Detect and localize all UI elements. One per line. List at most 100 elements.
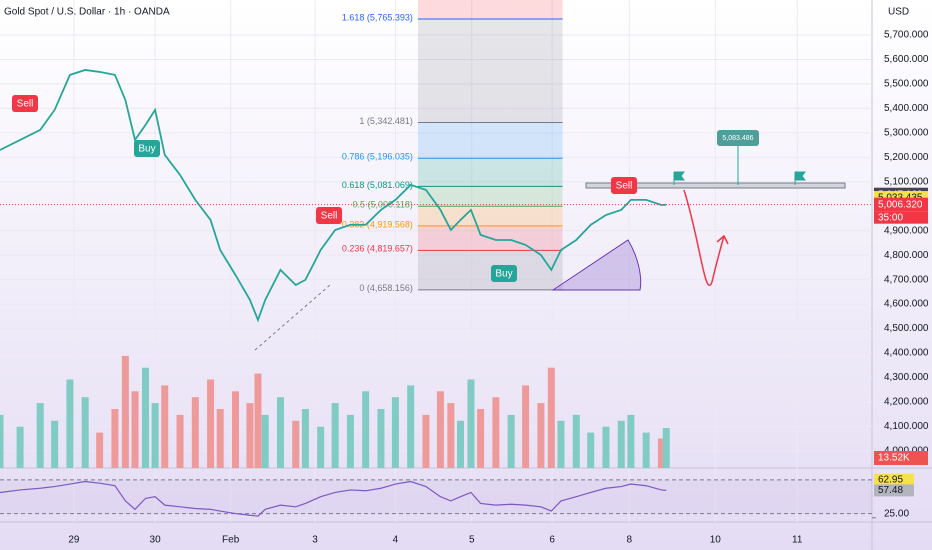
volume-bar	[642, 432, 650, 468]
fib-band	[417, 186, 563, 207]
y-tick-label: 4,100.000	[884, 421, 929, 432]
volume-bar	[557, 420, 565, 468]
volume-bar	[161, 385, 169, 468]
volume-bar	[317, 426, 325, 468]
volume-bar	[617, 420, 625, 468]
y-tick-label: 5,100.000	[884, 176, 929, 187]
y-tick-label: 5,300.000	[884, 127, 929, 138]
x-tick-label: Feb	[222, 535, 240, 546]
fib-band	[417, 122, 563, 159]
volume-bar	[436, 391, 444, 468]
fib-band	[417, 18, 563, 123]
target-label: 5,083.486	[722, 135, 753, 142]
chart-title: Gold Spot / U.S. Dollar · 1h · OANDA	[4, 7, 170, 18]
fib-top-band	[417, 0, 563, 19]
volume-bar	[96, 432, 104, 468]
volume-bar	[547, 367, 555, 468]
volume-bar	[447, 403, 455, 468]
x-tick-label: 29	[68, 535, 80, 546]
volume-bar	[662, 428, 670, 468]
fib-label: 0.786 (5,196.035)	[342, 152, 413, 162]
volume-bar	[276, 397, 284, 468]
y-tick-label: 4,200.000	[884, 397, 929, 408]
y-tick-label: 4,600.000	[884, 299, 929, 310]
volume-bar	[151, 403, 159, 468]
signal-text: Sell	[616, 181, 633, 192]
x-tick-label: 10	[710, 535, 722, 546]
signal-text: Sell	[17, 99, 34, 110]
angle-shape	[551, 239, 642, 291]
sell-signal	[316, 207, 342, 224]
volume-bar	[141, 367, 149, 468]
volume-bar	[207, 379, 215, 468]
sell-signal	[12, 95, 38, 112]
y-tick-label: 4,500.000	[884, 323, 929, 334]
countdown: 35:00	[878, 212, 903, 223]
volume-bar	[572, 414, 580, 468]
countdown-tag	[874, 211, 928, 224]
volume-bar	[16, 426, 24, 468]
volume-bar	[587, 432, 595, 468]
rsi-band	[0, 479, 872, 514]
volume-bar	[407, 385, 415, 468]
y-tick-label: 5,700.000	[884, 30, 929, 41]
volume-bar	[51, 420, 59, 468]
volume-bar	[467, 379, 475, 468]
volume-bar	[522, 385, 530, 468]
signal-text: Sell	[321, 211, 338, 222]
volume-bar	[216, 409, 224, 468]
signals: Sell Buy Buy Sell Sell 5,083.486	[12, 95, 759, 282]
x-tick-label: 11	[792, 535, 803, 546]
volume-bar	[292, 420, 300, 468]
volume-bar	[627, 414, 635, 468]
rsi-tag-label: 57.48	[878, 485, 903, 496]
volume-bar	[131, 391, 139, 468]
volume-bar	[362, 391, 370, 468]
y-tick-label: 4,900.000	[884, 225, 929, 236]
buy-signal	[134, 140, 160, 157]
target-box	[717, 130, 759, 146]
volume-bar	[391, 397, 399, 468]
y-tick-label: 4,800.000	[884, 250, 929, 261]
rsi-line	[0, 480, 667, 517]
trend-line	[254, 284, 331, 351]
fib-label: 0.618 (5,081.069)	[342, 180, 413, 190]
signal-text: Buy	[495, 269, 512, 280]
y-tick-label: 4,700.000	[884, 274, 929, 285]
volume-bar	[492, 397, 500, 468]
volume-bar	[602, 426, 610, 468]
volume-bar	[36, 403, 44, 468]
y-tick-label: 5,400.000	[884, 103, 929, 114]
x-tick-label: 5	[469, 535, 475, 546]
flags	[673, 171, 806, 185]
rsi-tag	[874, 473, 914, 486]
volume-bar	[301, 409, 309, 468]
fib-label: 0.5 (5,000.118)	[353, 200, 413, 210]
x-tick-label: 30	[150, 535, 162, 546]
x-tick-label: 8	[627, 535, 633, 546]
fib-label: 1.618 (5,765.393)	[342, 12, 413, 22]
fib-band	[417, 158, 563, 187]
volume-bar	[0, 414, 4, 468]
x-tick-label: 3	[312, 535, 318, 546]
y-tick-label: 4,300.000	[884, 372, 929, 383]
volume-bar	[191, 397, 199, 468]
volume-bar	[537, 403, 545, 468]
signal-text: Buy	[138, 144, 155, 155]
y-tick-label: 5,500.000	[884, 79, 929, 90]
volume-bar	[457, 420, 465, 468]
fib-label: 0 (4,658.156)	[359, 283, 413, 293]
volume-bar	[246, 403, 254, 468]
price-tag-label: 5,006.320	[878, 199, 923, 210]
volume-bar	[657, 438, 665, 468]
volume-bar	[111, 409, 119, 468]
volume-bar	[507, 414, 515, 468]
fib-label: 1 (5,342.481)	[359, 116, 413, 126]
fib-label: 0.236 (4,819.657)	[342, 244, 413, 254]
volume-bar	[231, 391, 239, 468]
volume-bar	[261, 414, 269, 468]
volume-bar	[346, 414, 354, 468]
y-tick-label: 5,600.000	[884, 54, 929, 65]
x-tick-label: 4	[393, 535, 399, 546]
